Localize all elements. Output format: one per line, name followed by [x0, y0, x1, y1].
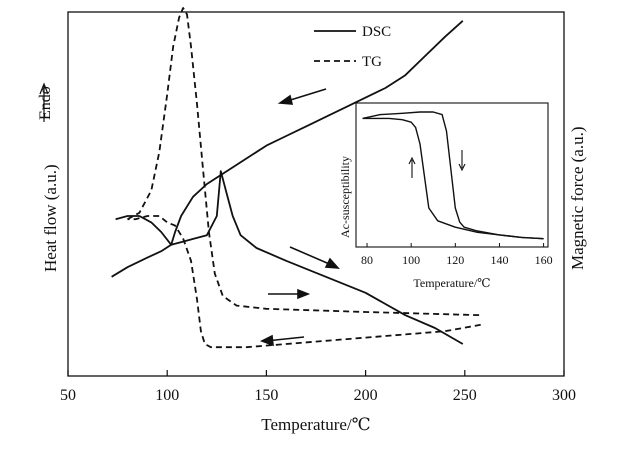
- inset-x-ticks: 80 100 120 140 160: [361, 243, 553, 267]
- inset-x-axis-label: Temperature/℃: [413, 276, 490, 290]
- direction-arrows: [259, 88, 340, 347]
- x-tick-label: 250: [453, 387, 477, 404]
- arrow-right-icon: [289, 246, 340, 269]
- inset-cooling-curve: [362, 117, 544, 240]
- arrow-left-icon: [277, 88, 327, 105]
- inset-x-tick-label: 160: [535, 253, 553, 267]
- inset-x-tick-label: 140: [490, 253, 508, 267]
- tg-heating-curve: [127, 7, 481, 317]
- inset-series: [362, 111, 544, 240]
- x-tick-label: 100: [155, 387, 179, 404]
- x-axis-label: Temperature/℃: [261, 415, 370, 434]
- inset-x-tick-label: 100: [402, 253, 420, 267]
- x-tick-label: 200: [354, 387, 378, 404]
- main-plot-series: [111, 7, 481, 349]
- x-tick-label: 150: [254, 387, 278, 404]
- inset-x-tick-label: 80: [361, 253, 373, 267]
- inset-chart: 80 100 120 140 160 Temperature/℃ Ac-suscepti…: [338, 102, 553, 290]
- arrow-up-icon: [408, 156, 416, 178]
- legend-tg-label: TG: [362, 54, 382, 70]
- dsc-cooling-curve: [111, 20, 464, 278]
- dsc-heating-curve: [115, 170, 464, 345]
- legend: DSC TG: [314, 24, 391, 70]
- y-axis-label-right: Magnetic force (a.u.): [568, 127, 587, 270]
- x-tick-label: 300: [552, 387, 576, 404]
- inset-arrows: [408, 150, 466, 178]
- arrow-left-icon: [259, 334, 305, 347]
- main-plot-frame: [67, 11, 565, 377]
- inset-y-axis-label: Ac-susceptibility: [338, 156, 352, 238]
- x-tick-label: 50: [60, 387, 76, 404]
- endo-label: Endo: [37, 86, 54, 120]
- tg-cooling-curve: [127, 215, 481, 349]
- inset-x-tick-label: 120: [446, 253, 464, 267]
- main-x-ticks: 50 100 150 200 250 300: [60, 370, 576, 404]
- arrow-down-icon: [458, 150, 466, 172]
- endo-arrow-icon: [39, 82, 49, 122]
- y-axis-label-left: Heat flow (a.u.): [41, 164, 60, 272]
- legend-dsc-label: DSC: [362, 24, 391, 40]
- arrow-right-icon: [268, 288, 311, 300]
